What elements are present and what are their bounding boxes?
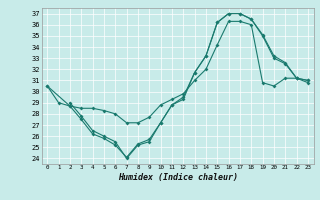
X-axis label: Humidex (Indice chaleur): Humidex (Indice chaleur) [118,173,237,182]
